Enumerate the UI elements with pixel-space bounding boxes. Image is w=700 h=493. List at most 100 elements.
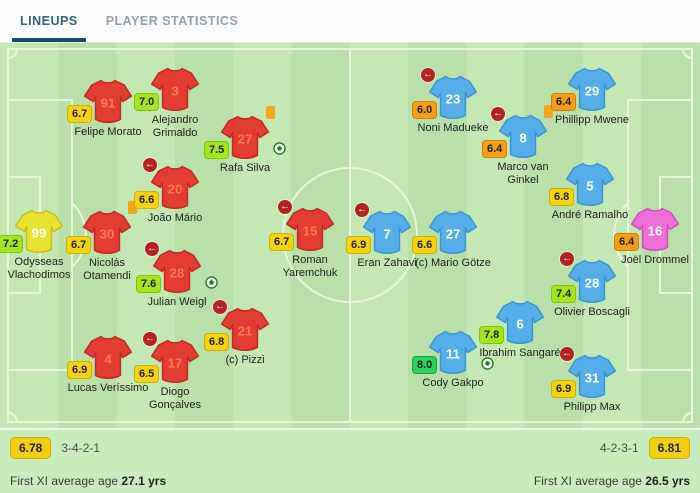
- svg-text:99: 99: [32, 226, 47, 241]
- svg-text:4: 4: [104, 352, 112, 367]
- player-card[interactable]: 76.9Eran Zahavi: [339, 203, 435, 270]
- svg-text:7: 7: [383, 227, 390, 242]
- yellow-card-icon: [544, 105, 553, 118]
- player-card[interactable]: 27 7.5 Rafa Silva: [197, 106, 293, 175]
- svg-text:6: 6: [516, 317, 523, 332]
- player-shirt: 91 6.7: [67, 79, 133, 124]
- player-card[interactable]: 156.7Roman Yaremchuk: [262, 200, 358, 280]
- player-shirt: 11 8.0: [412, 330, 494, 375]
- goal-icon: [481, 357, 494, 370]
- player-rating-badge: 6.5: [134, 365, 160, 383]
- yellow-card-icon: [128, 201, 137, 214]
- substituted-off-icon: [145, 242, 159, 256]
- player-shirt: 27 6.6: [412, 210, 478, 255]
- shirt-icon: 3: [150, 67, 200, 112]
- player-rating-badge: 6.6: [134, 191, 160, 209]
- shirt-icon: 99: [14, 209, 64, 254]
- player-name: (c) Pizzi: [225, 354, 265, 366]
- shirt-icon: 30: [82, 210, 132, 255]
- shirt-icon: 11: [428, 330, 478, 375]
- svg-text:21: 21: [238, 324, 253, 339]
- player-name: Ibrahim Sangaré: [479, 347, 561, 359]
- player-rating-badge: 6.6: [412, 236, 438, 254]
- player-rating-badge: 6.0: [412, 101, 438, 119]
- shirt-icon: 20: [150, 165, 200, 210]
- svg-text:3: 3: [171, 84, 178, 99]
- player-rating-badge: 6.8: [204, 333, 230, 351]
- player-card[interactable]: 287.6Julian Weigl: [129, 242, 225, 309]
- player-rating-badge: 6.7: [269, 233, 295, 251]
- player-card[interactable]: 16 6.4 Joël Drommel: [607, 207, 700, 267]
- player-name: Joël Drommel: [621, 254, 689, 266]
- shirt-icon: 16: [630, 207, 680, 252]
- player-name: Rafa Silva: [219, 162, 271, 174]
- player-card[interactable]: 91 6.7 Felipe Morato: [60, 79, 156, 139]
- player-name: Julian Weigl: [147, 296, 207, 308]
- player-card[interactable]: 99 7.2 Odysseas Vlachodimos: [0, 209, 87, 282]
- svg-text:28: 28: [585, 276, 600, 291]
- player-rating-badge: 6.4: [614, 233, 640, 251]
- shirt-icon: 21: [220, 307, 270, 352]
- player-card[interactable]: 11 8.0 Cody Gakpo: [405, 330, 501, 390]
- player-shirt: 3 7.0: [134, 67, 200, 112]
- player-card[interactable]: 3 7.0 Alejandro Grimaldo: [127, 67, 223, 140]
- shirt-icon: 7: [362, 210, 412, 255]
- player-card[interactable]: 6 7.8 Ibrahim Sangaré: [472, 300, 568, 360]
- player-card[interactable]: 176.5 Diogo Gonçalves: [127, 332, 223, 412]
- substituted-off-icon: [491, 107, 505, 121]
- player-shirt: 31 6.9: [551, 347, 617, 399]
- player-name: Lucas Veríssimo: [67, 382, 149, 394]
- shirt-icon: 8: [498, 114, 548, 159]
- player-card[interactable]: 216.8(c) Pizzi: [197, 300, 293, 367]
- goal-icon: [205, 276, 218, 289]
- player-shirt: 16 6.4: [614, 207, 680, 252]
- player-card[interactable]: 206.6 João Mário: [127, 158, 223, 225]
- player-shirt: 4 6.9: [67, 335, 133, 380]
- player-card[interactable]: 316.9Philipp Max: [544, 347, 640, 414]
- svg-text:27: 27: [238, 132, 253, 147]
- player-name: Phillipp Mwene: [555, 114, 629, 126]
- substituted-off-icon: [143, 332, 157, 346]
- player-shirt: 5 6.8: [549, 162, 615, 207]
- player-card[interactable]: 287.4Olivier Boscagli: [544, 252, 640, 319]
- player-card[interactable]: 27 6.6 (c) Mario Götze: [405, 210, 501, 270]
- player-shirt: 8 6.4: [482, 105, 553, 159]
- player-shirt: 15 6.7: [269, 200, 335, 252]
- home-team-rating-badge: 6.78: [10, 437, 52, 459]
- player-card[interactable]: 30 6.7 Nicolás Otamendi: [59, 201, 155, 283]
- player-name: Olivier Boscagli: [554, 306, 630, 318]
- summary-panel: 6.78 3-4-2-1 4-2-3-1 6.81 First XI avera…: [0, 428, 700, 493]
- player-shirt: 20 6.6: [134, 158, 200, 210]
- player-shirt: 21 6.8: [204, 300, 270, 352]
- player-card[interactable]: 4 6.9 Lucas Veríssimo: [60, 335, 156, 395]
- shirt-icon: 17: [150, 339, 200, 384]
- player-rating-badge: 6.4: [482, 140, 508, 158]
- tab-player-statistics[interactable]: PLAYER STATISTICS: [105, 14, 239, 28]
- svg-text:16: 16: [648, 224, 663, 239]
- player-name: (c) Mario Götze: [415, 257, 491, 269]
- player-shirt: 29 6.4: [551, 67, 617, 112]
- home-average-age: First XI average age 27.1 yrs: [10, 474, 166, 488]
- ratings-formations-row: 6.78 3-4-2-1 4-2-3-1 6.81: [10, 437, 690, 459]
- substituted-off-icon: [278, 200, 292, 214]
- player-shirt: 30 6.7: [66, 201, 137, 255]
- shirt-icon: 27: [220, 115, 270, 160]
- player-name: Diogo Gonçalves: [149, 386, 201, 411]
- player-card[interactable]: 5 6.8 André Ramalho: [542, 162, 638, 222]
- player-name: João Mário: [147, 212, 203, 224]
- player-card[interactable]: 29 6.4 Phillipp Mwene: [544, 67, 640, 127]
- svg-text:91: 91: [101, 96, 116, 111]
- player-rating-badge: 7.8: [479, 326, 505, 344]
- svg-text:11: 11: [446, 347, 460, 362]
- svg-text:30: 30: [100, 227, 115, 242]
- player-card[interactable]: 236.0Noni Madueke: [405, 68, 501, 135]
- player-rating-badge: 6.9: [346, 236, 372, 254]
- svg-text:5: 5: [586, 179, 593, 194]
- football-pitch: 99 7.2 Odysseas Vlachodimos 91 6.7 Felipe Mor…: [0, 43, 700, 428]
- substituted-off-icon: [355, 203, 369, 217]
- shirt-icon: 6: [495, 300, 545, 345]
- shirt-icon: 27: [428, 210, 478, 255]
- tab-lineups[interactable]: LINEUPS: [12, 0, 86, 42]
- player-card[interactable]: 86.4Marco van Ginkel: [475, 105, 571, 187]
